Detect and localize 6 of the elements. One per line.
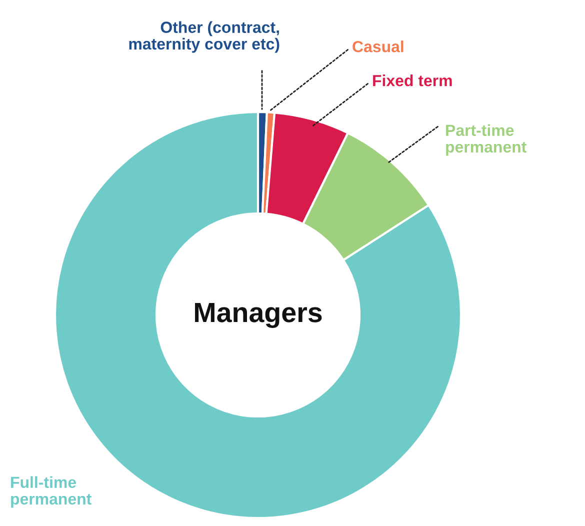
slice-label: Casual: [352, 40, 404, 52]
slice-label: Other (contract, maternity cover etc): [129, 21, 280, 53]
slice-label: Fixed term: [373, 74, 452, 86]
slice-label: Part-time permanent: [446, 124, 526, 156]
slice-label: Full-time permanent: [11, 476, 92, 508]
text: Managers: [195, 302, 322, 328]
